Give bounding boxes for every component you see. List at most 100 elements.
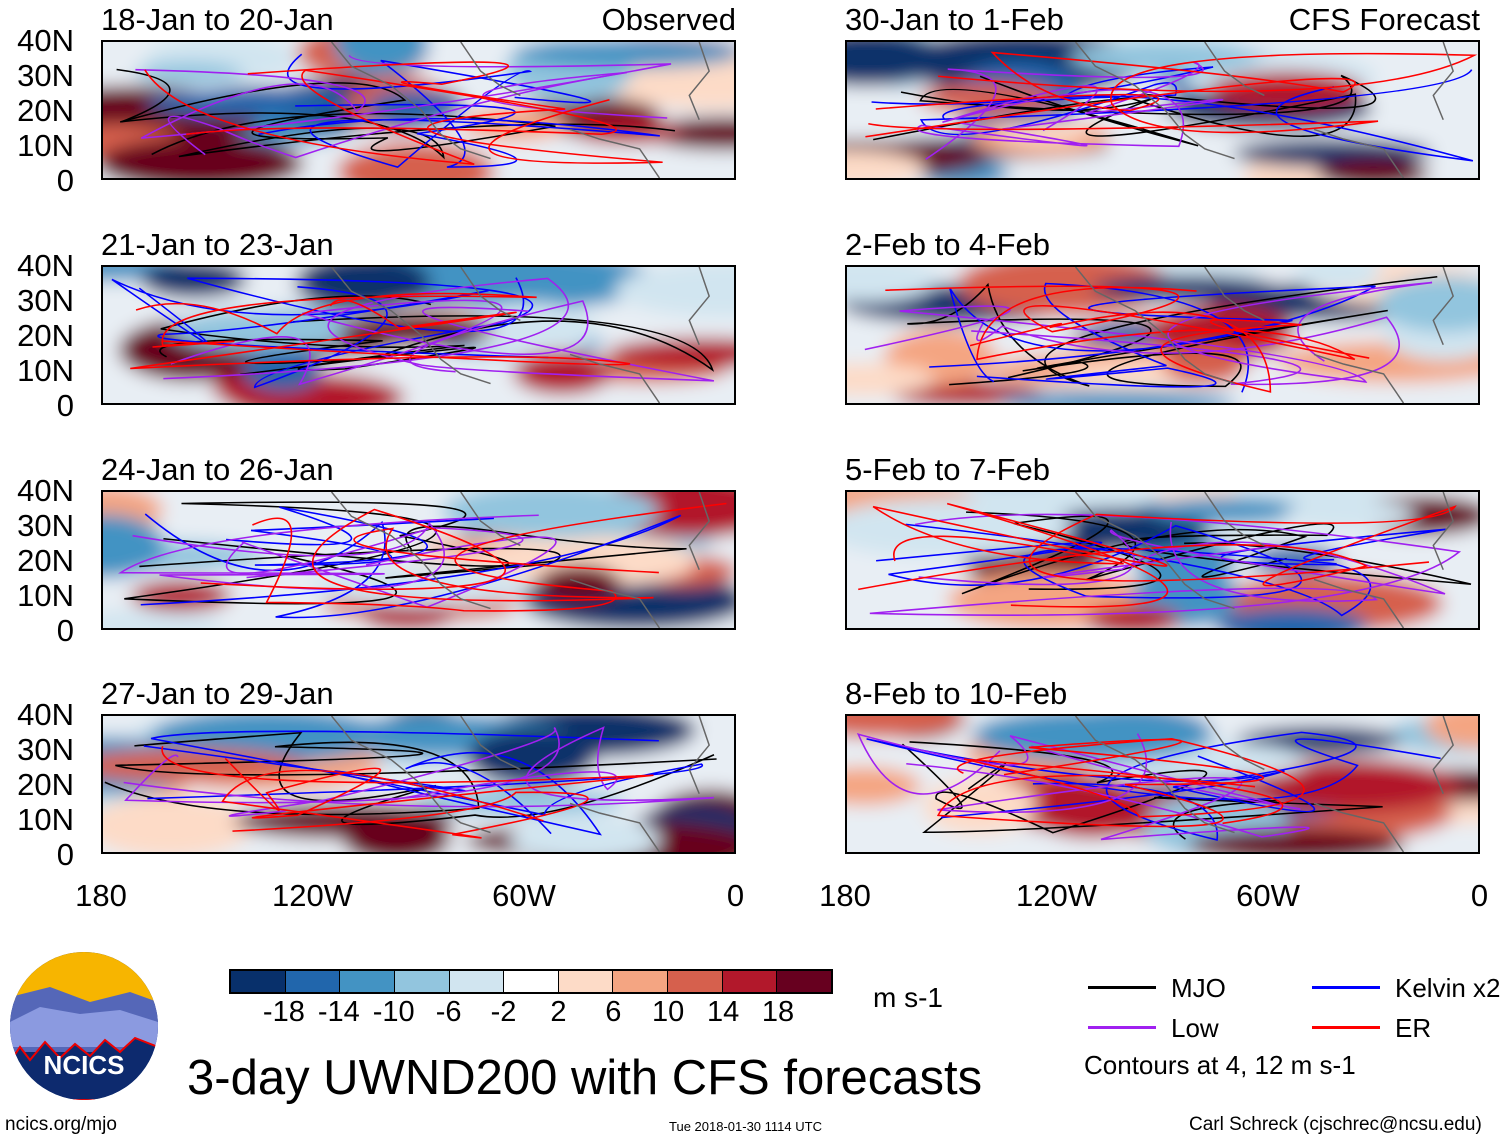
wind-anomaly-shading <box>1294 267 1382 292</box>
contour-mjo <box>919 74 1377 147</box>
contour-kelvin <box>295 59 592 168</box>
panel-title: 24-Jan to 26-Jan <box>101 452 334 487</box>
wind-anomaly-shading <box>847 267 938 303</box>
footer-url[interactable]: ncics.org/mjo <box>5 1114 117 1135</box>
contour-low <box>864 281 1433 383</box>
colorbar-label: -18 <box>262 996 305 1028</box>
wind-anomaly-shading <box>134 61 244 85</box>
coastline <box>330 716 710 852</box>
contour-mjo <box>966 511 1472 585</box>
lon-label: 60W <box>492 878 556 913</box>
wind-anomaly-shading <box>336 142 495 178</box>
contour-er <box>200 508 659 602</box>
wind-anomaly-shading <box>140 267 247 298</box>
wind-anomaly-shading <box>892 381 1046 403</box>
contour-er <box>130 299 631 370</box>
contour-kelvin <box>226 506 494 566</box>
wind-anomaly-shading <box>537 565 622 604</box>
colorbar-units: m s-1 <box>873 982 943 1013</box>
legend-label: Low <box>1171 1013 1219 1043</box>
wind-anomaly-shading <box>103 795 253 852</box>
contour-kelvin <box>1032 731 1357 841</box>
colorbar-label: 2 <box>550 996 567 1028</box>
lat-label: 30N <box>17 58 74 93</box>
colorbar-swatch <box>504 971 559 992</box>
contour-kelvin <box>143 745 602 836</box>
contour-note: Contours at 4, 12 m s-1 <box>1084 1050 1356 1080</box>
lat-label: 20N <box>17 543 74 578</box>
lat-label: 40N <box>17 248 74 283</box>
contour-kelvin <box>876 524 1337 599</box>
lon-label: 60W <box>1236 878 1300 913</box>
colorbar-swatch <box>449 971 505 992</box>
wind-anomaly-shading <box>103 610 224 628</box>
wind-anomaly-shading <box>441 492 659 539</box>
contour-low <box>124 726 560 817</box>
lon-label: 120W <box>272 878 353 913</box>
wind-anomaly-shading <box>847 150 926 178</box>
lat-label: 0 <box>56 837 74 872</box>
uwnd-map-panel <box>845 40 1480 180</box>
wind-anomaly-shading <box>365 89 457 129</box>
wind-anomaly-shading <box>919 82 1059 115</box>
wind-anomaly-shading <box>310 565 533 607</box>
uwnd-map-panel <box>101 490 736 630</box>
colorbar-label: -14 <box>317 996 360 1028</box>
contour-er <box>936 738 1265 828</box>
wind-anomaly-shading <box>1188 828 1405 852</box>
contour-mjo <box>159 315 715 372</box>
lat-label: 40N <box>17 23 74 58</box>
wind-anomaly-shading <box>1317 158 1430 178</box>
contour-low <box>856 733 1301 810</box>
wind-anomaly-shading <box>1424 716 1478 749</box>
wind-anomaly-shading <box>1150 496 1304 523</box>
lon-label: 0 <box>726 878 745 913</box>
colorbar-label: -10 <box>372 996 415 1028</box>
wind-anomaly-shading <box>847 716 966 738</box>
legend-line <box>1312 986 1380 989</box>
uwnd-map-panel <box>101 714 736 854</box>
wind-anomaly-shading <box>608 338 734 368</box>
colorbar-label: 10 <box>652 996 685 1028</box>
lat-label: 10N <box>17 353 74 388</box>
panel-title: 27-Jan to 29-Jan <box>101 676 334 711</box>
contour-mjo <box>907 275 1438 387</box>
coastline <box>330 267 710 403</box>
lat-label: 30N <box>17 732 74 767</box>
footer-timestamp: Tue 2018-01-30 1114 UTC <box>669 1119 822 1134</box>
wind-anomaly-shading <box>295 267 431 312</box>
coastline <box>1074 492 1454 628</box>
panel-title: 2-Feb to 4-Feb <box>845 227 1051 262</box>
contour-er <box>252 502 727 612</box>
contour-low <box>971 316 1400 386</box>
contour-er <box>161 745 654 819</box>
colorbar-swatch <box>558 971 614 992</box>
contour-mjo <box>949 309 1388 388</box>
lat-label: 10N <box>17 128 74 163</box>
lat-label: 0 <box>56 388 74 423</box>
contour-er <box>221 769 589 839</box>
wind-anomaly-shading <box>1237 758 1461 812</box>
contour-mjo <box>873 91 1357 141</box>
coastline <box>1074 42 1454 178</box>
legend-label: ER <box>1395 1013 1432 1043</box>
colorbar-label: 6 <box>605 996 622 1028</box>
lat-label: 10N <box>17 578 74 613</box>
contour-er <box>865 51 1356 138</box>
legend-label: Kelvin x2 <box>1395 973 1501 1003</box>
colorbar-label: 18 <box>761 996 795 1028</box>
wind-anomaly-shading <box>1085 605 1181 628</box>
contour-er <box>872 502 1169 608</box>
uwnd-map-panel <box>845 714 1480 854</box>
lon-label: 120W <box>1016 878 1097 913</box>
panel-title: 21-Jan to 23-Jan <box>101 227 334 262</box>
contour-low <box>906 733 1310 841</box>
panel-tag: Observed <box>601 2 736 37</box>
contour-er <box>135 292 537 348</box>
contour-er <box>868 52 1478 134</box>
colorbar-label: -2 <box>490 996 517 1028</box>
wind-anomaly-shading <box>1091 275 1281 302</box>
uwnd-map-panel <box>101 265 736 405</box>
colorbar-swatch <box>231 971 286 992</box>
colorbar-swatch <box>285 971 341 992</box>
